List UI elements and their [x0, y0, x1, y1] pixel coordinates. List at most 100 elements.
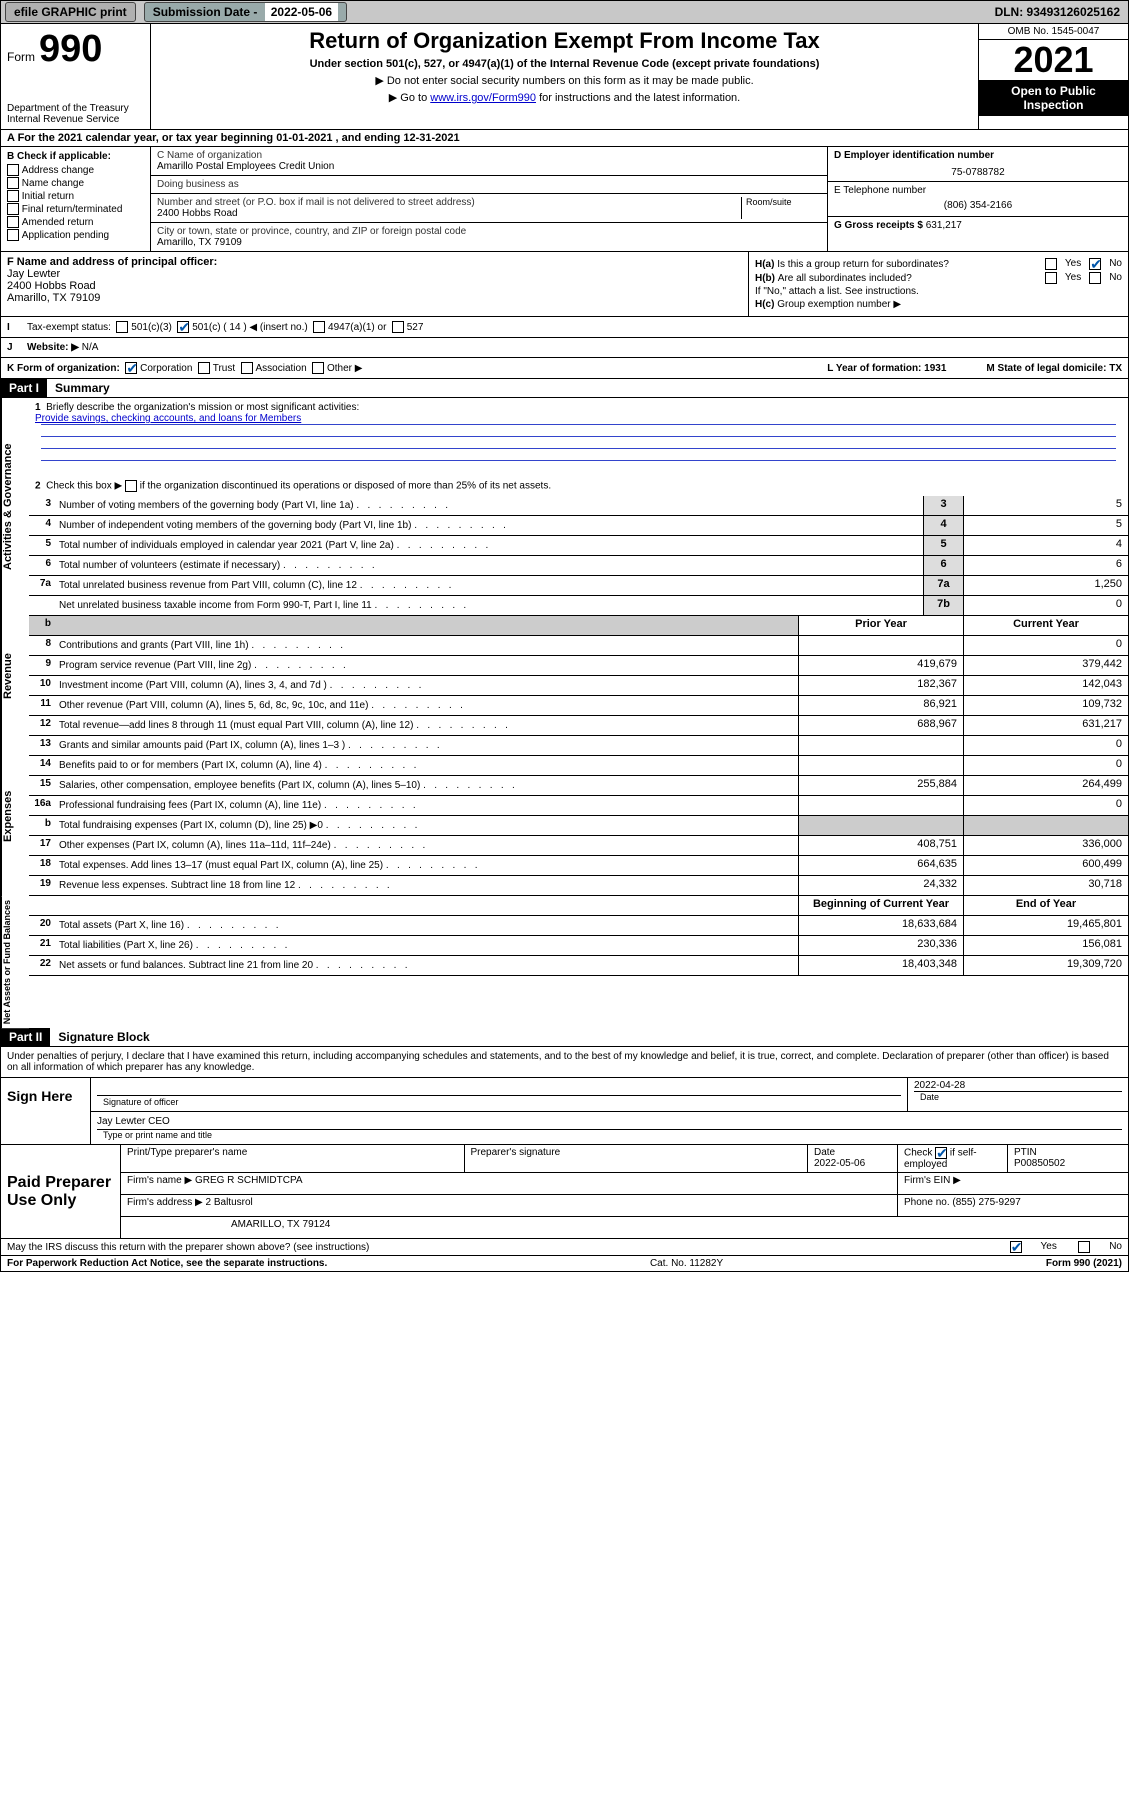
data-row: 12 Total revenue—add lines 8 through 11 …: [29, 716, 1128, 736]
website-value: N/A: [82, 342, 99, 353]
form-no: 990: [39, 28, 102, 71]
submission-date-button[interactable]: Submission Date - 2022-05-06: [144, 2, 347, 22]
officer-addr1: 2400 Hobbs Road: [7, 280, 742, 292]
footer-mid: Cat. No. 11282Y: [327, 1258, 1046, 1269]
gross-receipts-label: G Gross receipts $: [834, 220, 926, 231]
tax-year: 2021: [979, 40, 1128, 80]
gov-row: 6 Total number of volunteers (estimate i…: [29, 556, 1128, 576]
part-i-title: Summary: [47, 381, 110, 395]
no-label: No: [1109, 272, 1122, 284]
vtab-governance: Activities & Governance: [1, 398, 29, 616]
irs-link[interactable]: www.irs.gov/Form990: [430, 92, 536, 104]
chk-trust[interactable]: [198, 362, 210, 374]
chk-label: Amended return: [22, 217, 94, 228]
yes-label: Yes: [1041, 1241, 1057, 1253]
chk-527[interactable]: [392, 321, 404, 333]
q1-block: 1 Briefly describe the organization's mi…: [29, 398, 1128, 476]
vtab-expenses: Expenses: [1, 736, 29, 896]
ein-value: 75-0788782: [834, 161, 1122, 178]
city-cell: City or town, state or province, country…: [151, 223, 827, 251]
name-address-block: C Name of organization Amarillo Postal E…: [151, 147, 828, 251]
hb-yes[interactable]: [1045, 272, 1057, 284]
chk-501c3[interactable]: [116, 321, 128, 333]
submission-date-value: 2022-05-06: [265, 3, 338, 21]
may-irs-row: May the IRS discuss this return with the…: [0, 1239, 1129, 1256]
data-row: 14 Benefits paid to or for members (Part…: [29, 756, 1128, 776]
org-name-cell: C Name of organization Amarillo Postal E…: [151, 147, 827, 176]
gross-receipts-cell: G Gross receipts $ 631,217: [828, 217, 1128, 251]
row-fh: F Name and address of principal officer:…: [0, 252, 1129, 317]
prep-date-value: 2022-05-06: [814, 1158, 865, 1169]
chk-discontinued[interactable]: [125, 480, 137, 492]
ha-yes[interactable]: [1045, 258, 1057, 270]
chk-4947[interactable]: [313, 321, 325, 333]
chk-association[interactable]: [241, 362, 253, 374]
firm-phone: (855) 275-9297: [952, 1197, 1020, 1208]
sig-date-cell: 2022-04-28 Date: [908, 1078, 1128, 1111]
ha-no[interactable]: [1089, 258, 1101, 270]
ha-row: H(a) Is this a group return for subordin…: [755, 258, 1122, 270]
hb-no[interactable]: [1089, 272, 1101, 284]
chk-address-change[interactable]: Address change: [7, 164, 144, 176]
opt-trust: Trust: [213, 363, 235, 374]
chk-501c[interactable]: [177, 321, 189, 333]
sig-officer-field[interactable]: Signature of officer: [91, 1078, 908, 1111]
data-row: 10 Investment income (Part VIII, column …: [29, 676, 1128, 696]
form-word: Form: [7, 50, 35, 64]
chk-application-pending[interactable]: Application pending: [7, 229, 144, 241]
self-employed-cell: Check if self-employed: [898, 1145, 1008, 1172]
chk-final-return[interactable]: Final return/terminated: [7, 203, 144, 215]
gov-row: 7a Total unrelated business revenue from…: [29, 576, 1128, 596]
officer-addr2: Amarillo, TX 79109: [7, 292, 742, 304]
mayirs-yes[interactable]: [1010, 1241, 1022, 1253]
sig-date: 2022-04-28: [914, 1080, 1122, 1091]
data-row: 8 Contributions and grants (Part VIII, l…: [29, 636, 1128, 656]
data-row: 16a Professional fundraising fees (Part …: [29, 796, 1128, 816]
gov-row: 3 Number of voting members of the govern…: [29, 496, 1128, 516]
room-suite: Room/suite: [741, 197, 821, 219]
phone-label: E Telephone number: [834, 185, 1122, 196]
hc-label: H(c): [755, 299, 774, 310]
street-address: 2400 Hobbs Road: [157, 208, 741, 219]
hdr-end: End of Year: [963, 896, 1128, 915]
row-j: J Website: ▶ N/A: [0, 338, 1129, 358]
chk-name-change[interactable]: Name change: [7, 177, 144, 189]
data-row: 13 Grants and similar amounts paid (Part…: [29, 736, 1128, 756]
data-row: 18 Total expenses. Add lines 13–17 (must…: [29, 856, 1128, 876]
form-subtitle-2: Do not enter social security numbers on …: [159, 74, 970, 87]
opt-501c: 501(c) ( 14 ) ◀ (insert no.): [192, 322, 308, 333]
hdr-beginning: Beginning of Current Year: [798, 896, 963, 915]
mission-text[interactable]: Provide savings, checking accounts, and …: [35, 413, 301, 424]
mayirs-no[interactable]: [1078, 1241, 1090, 1253]
b-header: B Check if applicable:: [7, 151, 144, 162]
addr-label: Number and street (or P.O. box if mail i…: [157, 197, 741, 208]
data-row: 20 Total assets (Part X, line 16) 18,633…: [29, 916, 1128, 936]
phone-cell: E Telephone number (806) 354-2166: [828, 182, 1128, 217]
efile-print-button[interactable]: efile GRAPHIC print: [5, 2, 136, 22]
chk-amended-return[interactable]: Amended return: [7, 216, 144, 228]
preparer-sig-hdr: Preparer's signature: [465, 1145, 809, 1172]
h-note: If "No," attach a list. See instructions…: [755, 286, 1122, 297]
top-bar: efile GRAPHIC print Submission Date - 20…: [0, 0, 1129, 24]
governance-section: Activities & Governance 1 Briefly descri…: [0, 398, 1129, 616]
q2a: Check this box ▶: [46, 481, 122, 492]
chk-initial-return[interactable]: Initial return: [7, 190, 144, 202]
chk-self-employed[interactable]: [935, 1147, 947, 1159]
q2-block: 2 Check this box ▶ if the organization d…: [29, 476, 1128, 496]
data-row: 11 Other revenue (Part VIII, column (A),…: [29, 696, 1128, 716]
submission-date-label: Submission Date -: [153, 5, 261, 19]
firm-addr1: 2 Baltusrol: [206, 1197, 253, 1208]
org-name: Amarillo Postal Employees Credit Union: [157, 161, 821, 172]
footer-left: For Paperwork Reduction Act Notice, see …: [7, 1258, 327, 1269]
header-right: OMB No. 1545-0047 2021 Open to Public In…: [978, 24, 1128, 129]
chk-corporation[interactable]: [125, 362, 137, 374]
gov-row: Net unrelated business taxable income fr…: [29, 596, 1128, 616]
hdr-curr: Current Year: [963, 616, 1128, 635]
sub3-a: Go to: [400, 92, 430, 104]
col-b: B Check if applicable: Address change Na…: [1, 147, 151, 251]
city-label: City or town, state or province, country…: [157, 226, 821, 237]
chk-other[interactable]: [312, 362, 324, 374]
paid-preparer-label: Paid Preparer Use Only: [1, 1145, 121, 1238]
hb-question: Are all subordinates included?: [778, 273, 1045, 284]
data-row: 21 Total liabilities (Part X, line 26) 2…: [29, 936, 1128, 956]
